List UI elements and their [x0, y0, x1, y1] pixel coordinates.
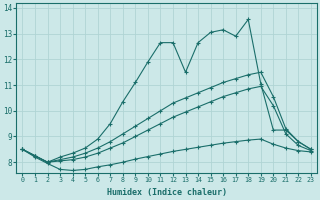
X-axis label: Humidex (Indice chaleur): Humidex (Indice chaleur)	[107, 188, 227, 197]
